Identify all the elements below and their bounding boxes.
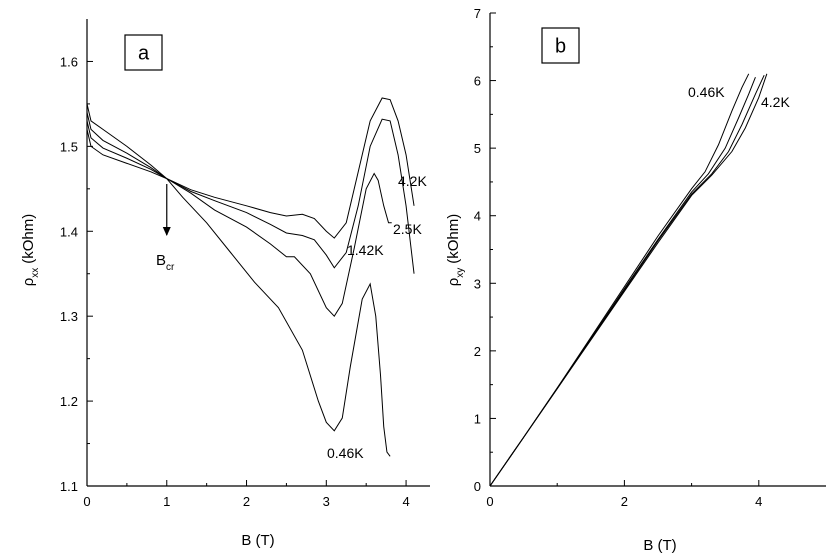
series-label: 4.2K xyxy=(761,94,790,110)
bcr-label-main: B xyxy=(156,252,166,269)
y-axis-subscript: xy xyxy=(455,268,466,278)
panel-letter: a xyxy=(138,43,150,65)
series-label: 0.46K xyxy=(688,84,725,100)
x-axis-title: B (T) xyxy=(241,532,274,549)
x-tick-label: 0 xyxy=(486,494,493,509)
series-line-2 xyxy=(489,77,756,487)
y-axis-title: ρxy (kOhm) xyxy=(445,214,466,287)
y-tick-label: 1.5 xyxy=(60,139,78,154)
bcr-arrow-head xyxy=(162,227,171,236)
y-axis-symbol: ρ xyxy=(445,278,462,287)
series-line-4-2K xyxy=(489,73,768,487)
y-tick-label: 2 xyxy=(474,344,481,359)
x-tick-label: 2 xyxy=(243,494,250,509)
panel-letter: b xyxy=(555,36,566,58)
x-tick-label: 1 xyxy=(163,494,170,509)
x-axis-title: B (T) xyxy=(643,537,676,554)
series-label: 0.46K xyxy=(327,445,364,461)
y-axis-unit: (kOhm) xyxy=(445,214,462,264)
series-label: 4.2K xyxy=(398,173,427,189)
y-tick-label: 1 xyxy=(474,411,481,426)
panel-b: 0 2 4 0 1 2 3 4 5 6 7 0.46K 4.2K b B (T) ρxy (kOhm) xyxy=(445,6,826,554)
series-line-3 xyxy=(489,74,765,487)
y-tick-label: 4 xyxy=(474,209,481,224)
x-tick-label: 4 xyxy=(402,494,409,509)
y-axis-unit: (kOhm) xyxy=(20,214,37,264)
y-tick-label: 6 xyxy=(474,74,481,89)
series-line-1-42K xyxy=(86,120,392,317)
y-tick-label: 0 xyxy=(474,479,481,494)
y-tick-label: 1.1 xyxy=(60,479,78,494)
y-tick-label: 5 xyxy=(474,141,481,156)
bcr-label-sub: cr xyxy=(166,262,175,273)
x-tick-label: 2 xyxy=(621,494,628,509)
x-tick-label: 0 xyxy=(83,494,90,509)
y-axis-symbol: ρ xyxy=(20,278,37,287)
series-line-4-2K xyxy=(86,97,415,239)
bcr-label: Bcr xyxy=(156,252,175,273)
x-tick-label: 3 xyxy=(323,494,330,509)
y-axis-title: ρxx (kOhm) xyxy=(20,214,41,287)
panel-a: 0 1 2 3 4 1.1 1.2 1.3 1.4 1.5 1.6 4.2K 2.5K 1.42K 0.46… xyxy=(20,19,430,549)
series-label: 2.5K xyxy=(393,221,422,237)
y-tick-label: 1.4 xyxy=(60,224,78,239)
panel-letter-box xyxy=(541,27,580,64)
series-label: 1.42K xyxy=(347,242,384,258)
y-tick-label: 1.2 xyxy=(60,394,78,409)
y-tick-label: 1.6 xyxy=(60,54,78,69)
series-line-0-46K xyxy=(489,73,750,487)
series-line-0-46K xyxy=(86,129,391,457)
x-tick-label: 4 xyxy=(755,494,762,509)
y-tick-label: 7 xyxy=(474,6,481,21)
y-tick-label: 3 xyxy=(474,276,481,291)
y-tick-label: 1.3 xyxy=(60,309,78,324)
panel-letter-box xyxy=(124,34,163,71)
series-line-2-5K xyxy=(86,112,415,274)
y-axis-subscript: xx xyxy=(30,268,41,278)
